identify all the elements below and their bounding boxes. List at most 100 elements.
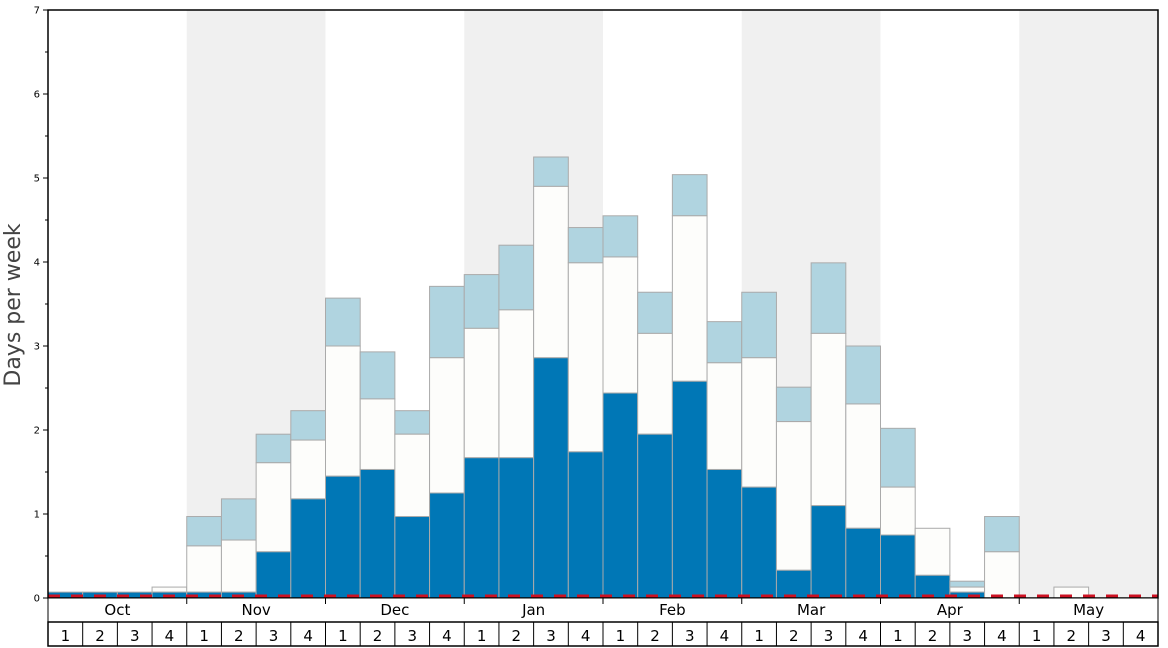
month-label-apr: Apr	[937, 601, 964, 619]
bar-bottom-21	[741, 486, 777, 599]
week-label-25: 1	[893, 627, 903, 645]
month-shade-may	[1019, 10, 1158, 598]
bar-middle-18	[637, 332, 673, 435]
week-label-3: 3	[130, 627, 140, 645]
month-label-nov: Nov	[241, 601, 270, 619]
bar-middle-6	[220, 539, 257, 593]
bar-bottom-14	[498, 457, 535, 599]
y-tick-label-1: 1	[34, 510, 40, 521]
bar-top-17	[602, 215, 639, 258]
y-tick-label-7: 7	[34, 6, 40, 17]
y-tick-label-0: 0	[34, 594, 40, 605]
week-label-6: 2	[234, 627, 244, 645]
bar-middle-15	[533, 185, 569, 359]
week-label-18: 2	[650, 627, 660, 645]
bar-middle-13	[463, 327, 500, 459]
week-label-15: 3	[546, 627, 556, 645]
y-tick-label-2: 2	[34, 426, 40, 437]
week-label-32: 4	[1136, 627, 1146, 645]
month-label-jan: Jan	[521, 601, 545, 619]
y-tick-label-6: 6	[34, 90, 40, 101]
month-label-may: May	[1073, 601, 1104, 619]
week-label-22: 2	[789, 627, 799, 645]
month-label-dec: Dec	[380, 601, 409, 619]
week-label-9: 1	[338, 627, 348, 645]
y-axis: 0 1 2 3 4 5 6 7	[34, 6, 48, 605]
bar-bottom-9	[325, 475, 361, 599]
bar-top-18	[637, 291, 673, 334]
bar-top-8	[290, 410, 326, 441]
bar-middle-27	[949, 586, 986, 593]
bar-bottom-19	[671, 380, 708, 599]
bar-bottom-16	[567, 451, 604, 599]
bar-middle-9	[325, 345, 361, 477]
bar-middle-28	[984, 551, 1020, 599]
week-label-31: 3	[1101, 627, 1111, 645]
bar-middle-26	[914, 527, 951, 576]
bar-top-14	[498, 244, 535, 311]
bar-middle-14	[498, 309, 535, 459]
bar-top-19	[671, 174, 708, 217]
week-label-28: 4	[997, 627, 1007, 645]
bar-middle-10	[359, 398, 396, 470]
bar-top-12	[429, 285, 465, 359]
bar-bottom-24	[845, 527, 881, 599]
bar-bottom-18	[637, 433, 673, 599]
bar-middle-25	[880, 486, 916, 536]
bar-middle-19	[671, 215, 708, 382]
bar-bottom-20	[706, 468, 743, 599]
bar-top-25	[880, 427, 916, 488]
week-label-12: 4	[442, 627, 452, 645]
y-tick-label-3: 3	[34, 342, 40, 353]
bar-top-11	[394, 410, 431, 435]
bar-middle-5	[186, 545, 222, 593]
bar-middle-4	[151, 586, 188, 593]
week-label-30: 2	[1067, 627, 1077, 645]
bar-top-7	[255, 433, 292, 464]
week-label-13: 1	[477, 627, 487, 645]
bar-bottom-15	[533, 357, 569, 599]
y-tick-label-4: 4	[34, 258, 40, 269]
bar-middle-20	[706, 362, 743, 470]
week-label-16: 4	[581, 627, 591, 645]
week-label-10: 2	[373, 627, 383, 645]
bar-bottom-13	[463, 457, 500, 599]
week-label-7: 3	[269, 627, 279, 645]
bar-top-20	[706, 321, 743, 364]
bar-bottom-7	[255, 551, 292, 599]
bar-middle-8	[290, 439, 326, 500]
bar-middle-24	[845, 403, 881, 529]
bar-middle-12	[429, 357, 465, 494]
bar-top-21	[741, 291, 777, 359]
week-label-1: 1	[61, 627, 71, 645]
y-tick-label-5: 5	[34, 174, 40, 185]
week-label-21: 1	[754, 627, 764, 645]
bar-bottom-10	[359, 468, 396, 599]
y-axis-title: Days per week	[1, 223, 26, 386]
bar-bottom-23	[810, 505, 847, 599]
bar-top-10	[359, 351, 396, 400]
bar-top-13	[463, 274, 500, 329]
bar-top-24	[845, 345, 881, 405]
bar-bottom-17	[602, 392, 639, 599]
bar-top-9	[325, 297, 361, 347]
week-label-20: 4	[720, 627, 730, 645]
week-label-27: 3	[962, 627, 972, 645]
week-label-8: 4	[303, 627, 313, 645]
bar-middle-17	[602, 256, 639, 394]
bar-bottom-25	[880, 534, 916, 599]
week-label-4: 4	[165, 627, 175, 645]
bar-middle-7	[255, 462, 292, 553]
bar-bottom-12	[429, 492, 465, 599]
month-label-mar: Mar	[797, 601, 826, 619]
bar-top-15	[533, 156, 569, 187]
week-label-2: 2	[95, 627, 105, 645]
bar-top-28	[984, 516, 1020, 553]
bar-middle-21	[741, 357, 777, 488]
week-label-11: 3	[407, 627, 417, 645]
bar-middle-11	[394, 433, 431, 518]
week-label-23: 3	[824, 627, 834, 645]
bar-top-27	[949, 580, 986, 588]
week-label-14: 2	[512, 627, 522, 645]
